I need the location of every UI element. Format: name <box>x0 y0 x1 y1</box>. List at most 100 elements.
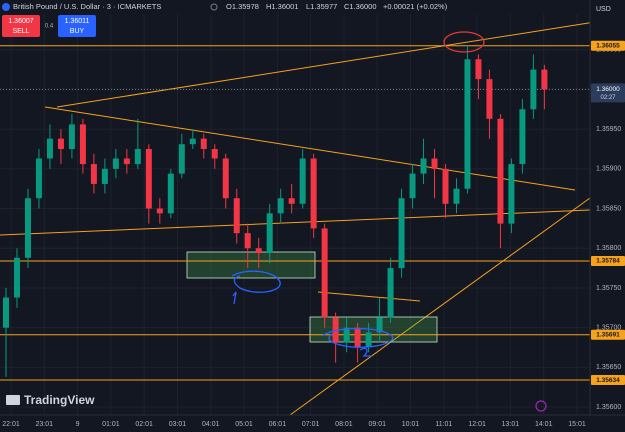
candle-body <box>453 188 460 204</box>
candle-body <box>299 158 306 204</box>
x-tick-label: 12:01 <box>468 421 486 428</box>
y-tick-label: 1.35900 <box>596 166 621 173</box>
candles <box>2 44 548 377</box>
candle-body <box>90 164 97 184</box>
symbol-icon <box>2 3 10 11</box>
x-tick-label: 15:01 <box>568 421 586 428</box>
level-label-box <box>591 329 625 340</box>
sell-button[interactable] <box>2 15 40 37</box>
candle-body <box>112 158 119 169</box>
sell-label[interactable]: SELL <box>12 28 29 35</box>
symbol-title: British Pound / U.S. Dollar · 3 · ICMARK… <box>13 2 161 11</box>
candle-body <box>244 233 251 249</box>
candle-body <box>13 257 20 298</box>
y-tick-label: 1.35800 <box>596 245 621 252</box>
status-dot <box>210 3 218 11</box>
sell-price[interactable]: 1.36007 <box>8 18 33 25</box>
candle-body <box>101 168 108 184</box>
candle-body <box>211 148 218 159</box>
trend-line <box>44 106 576 191</box>
x-tick-label: 02:01 <box>135 421 153 428</box>
x-tick-label: 08:01 <box>335 421 353 428</box>
x-tick-label: 23:01 <box>36 421 54 428</box>
highlight-ellipse <box>443 31 485 53</box>
candle-body <box>178 144 185 174</box>
candle-body <box>343 327 350 343</box>
candle-body <box>398 198 405 269</box>
alert-icon[interactable] <box>535 400 547 412</box>
x-tick-label: 13:01 <box>502 421 520 428</box>
candle-body <box>2 297 9 328</box>
trend-line <box>317 291 421 302</box>
x-tick-label: 14:01 <box>535 421 553 428</box>
buy-price[interactable]: 1.36011 <box>65 18 90 25</box>
countdown-label: 02:27 <box>600 95 616 101</box>
candle-body <box>35 158 42 199</box>
buy-label[interactable]: BUY <box>70 28 85 35</box>
candle-body <box>376 317 383 333</box>
x-tick-label: 9 <box>76 421 80 428</box>
candle-body <box>134 148 141 165</box>
candle-body <box>519 109 526 165</box>
candle-body <box>420 158 427 174</box>
candle-body <box>288 198 295 204</box>
ohlc-high: H1.36001 <box>266 2 299 11</box>
level-label: 1.35784 <box>596 258 620 265</box>
candle-body <box>167 173 174 214</box>
x-tick-label: 03:01 <box>169 421 187 428</box>
candle-body <box>541 69 548 90</box>
candle-body <box>255 248 262 254</box>
x-tick-label: 09:01 <box>368 421 386 428</box>
candle-body <box>123 158 130 165</box>
price-axis <box>590 0 625 432</box>
candle-body <box>145 148 152 209</box>
candle-body <box>189 138 196 145</box>
candle-body <box>68 124 75 149</box>
level-label: 1.36055 <box>596 42 620 49</box>
drawings <box>0 17 621 416</box>
spread: 0.4 <box>45 24 54 30</box>
y-tick-label: 1.35750 <box>596 285 621 292</box>
x-tick-label: 01:01 <box>102 421 120 428</box>
x-tick-label: 10:01 <box>402 421 420 428</box>
level-label-box <box>591 40 625 51</box>
x-tick-label: 05:01 <box>235 421 253 428</box>
candle-body <box>46 138 53 159</box>
scribble <box>232 291 237 305</box>
x-tick-label: 04:01 <box>202 421 220 428</box>
brand: TradingView <box>24 393 95 407</box>
candle-body <box>508 164 515 224</box>
y-tick-label: 1.35950 <box>596 126 621 133</box>
level-label: 1.35691 <box>596 332 620 339</box>
candle-body <box>486 79 493 119</box>
candle-body <box>79 124 86 165</box>
candle-body <box>497 118 504 224</box>
candle-body <box>321 228 328 318</box>
y-tick-label: 1.35650 <box>596 364 621 371</box>
trend-line <box>56 17 621 108</box>
level-label: 1.35634 <box>596 377 620 384</box>
candle-body <box>464 59 471 189</box>
candle-body <box>387 268 394 318</box>
level-label-box <box>591 375 625 386</box>
candle-body <box>442 168 449 204</box>
currency[interactable]: USD <box>596 6 611 13</box>
candle-body <box>475 59 482 80</box>
y-tick-label: 1.35850 <box>596 205 621 212</box>
trend-line <box>289 197 591 416</box>
axis-labels: 1.35600 1.35650 1.35700 1.35750 1.35800 1.358… <box>2 47 621 428</box>
last-price-box <box>591 83 625 103</box>
y-tick-label: 1.35700 <box>596 324 621 331</box>
candle-body <box>57 138 64 149</box>
brand-logo <box>6 395 20 405</box>
x-tick-label: 07:01 <box>302 421 320 428</box>
candle-body <box>365 332 372 348</box>
annotations <box>231 31 485 357</box>
buy-button[interactable] <box>58 15 96 37</box>
x-tick-label: 22:01 <box>2 421 20 428</box>
ohlc-low: L1.35977 <box>306 2 337 11</box>
candle-body <box>233 198 240 234</box>
zone-box <box>186 251 316 279</box>
